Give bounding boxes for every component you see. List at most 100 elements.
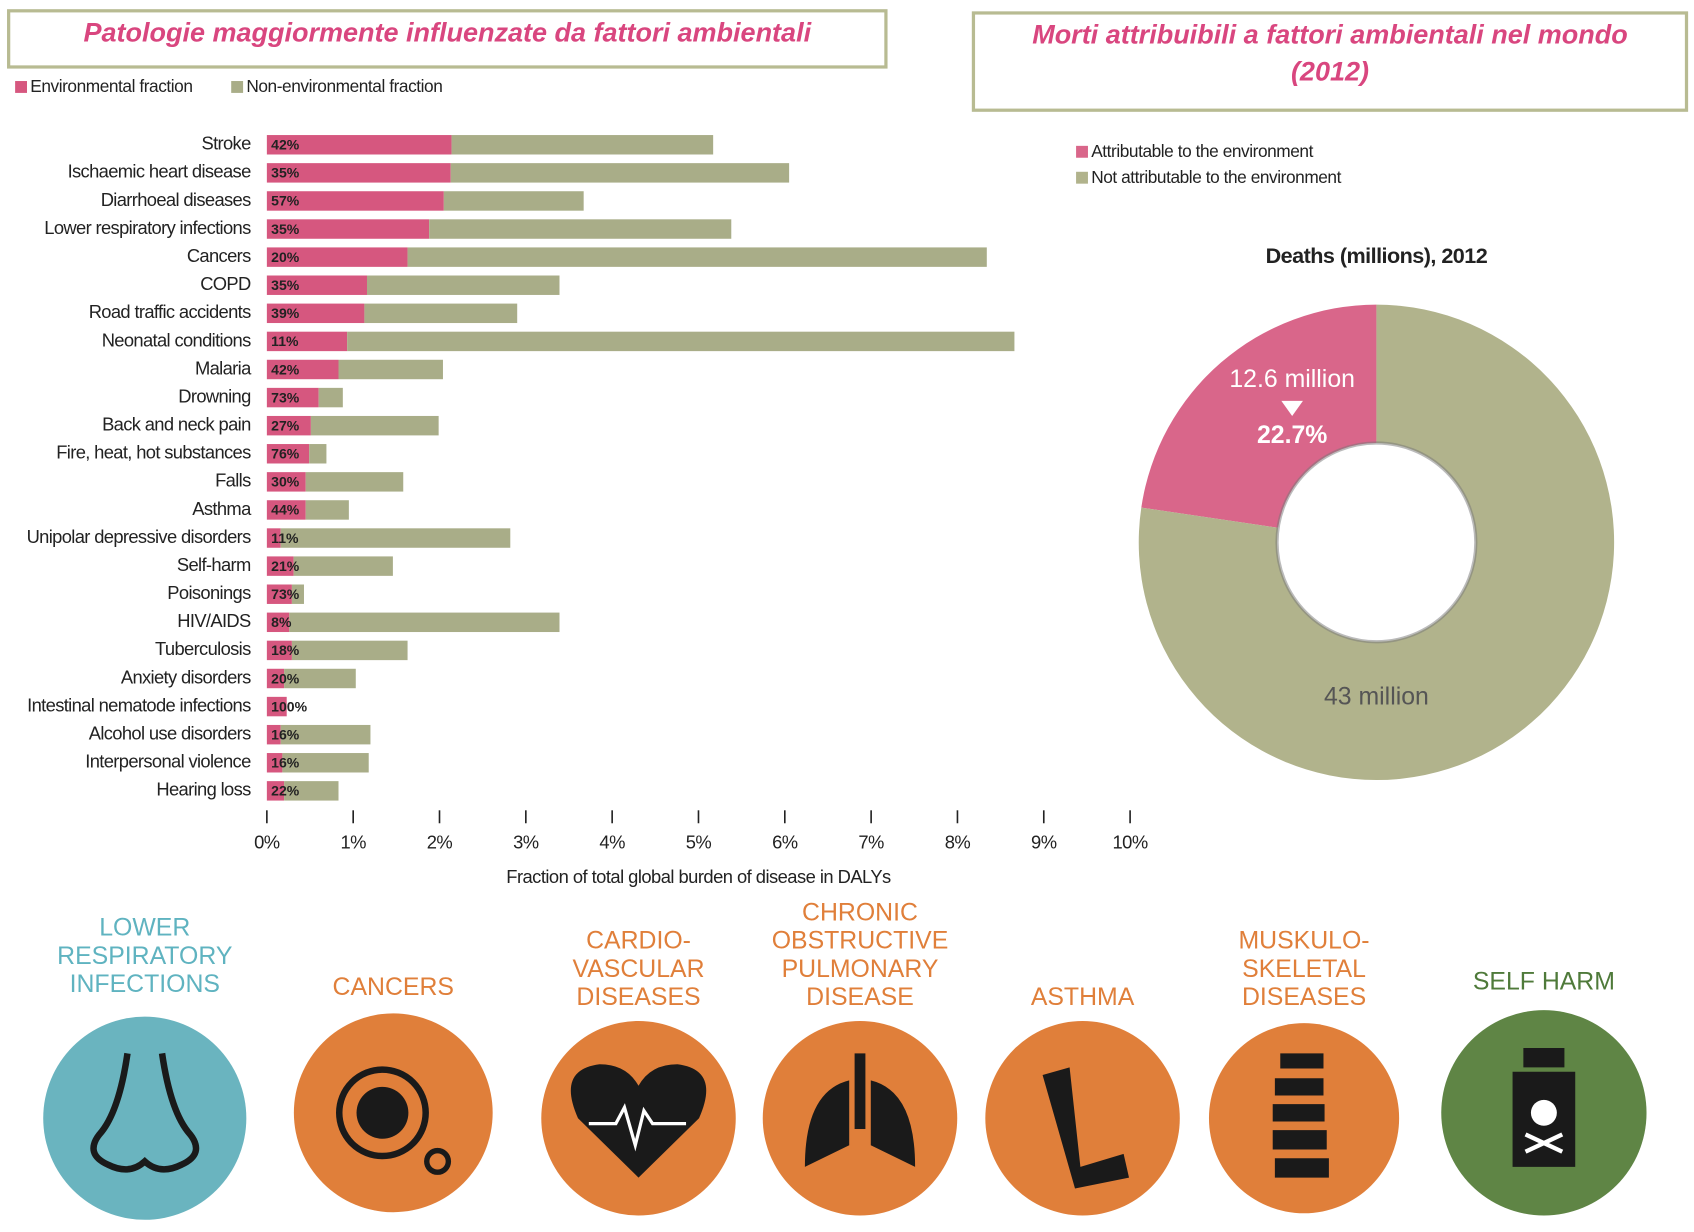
share-label: 11% (271, 530, 299, 546)
share-label: 27% (271, 417, 300, 433)
bar-segment (309, 444, 327, 464)
legend-swatch (1076, 145, 1088, 158)
share-label: 73% (271, 586, 300, 602)
x-tick-label: 4% (599, 832, 625, 853)
pointer (1281, 400, 1303, 416)
bar-segment (266, 556, 294, 576)
icon-label: SELF HARM (1473, 969, 1615, 996)
share-label: 18% (271, 642, 300, 658)
bar-segment (266, 724, 281, 745)
icon-label: DISEASE (806, 984, 914, 1011)
bar-segment (347, 331, 1015, 352)
nose-icon (90, 1052, 200, 1173)
x-axis-label: Fraction of total global burden of disea… (506, 866, 891, 887)
category-label: Lower respiratory infections (44, 217, 251, 238)
donut-slice (1138, 304, 1615, 781)
share-label: 42% (271, 137, 300, 153)
category-label: Fire, heat, hot substances (56, 442, 251, 463)
x-tick-label: 1% (340, 832, 366, 853)
bar-segment (443, 191, 584, 211)
icon-circle (985, 1020, 1180, 1216)
category-label: Alcohol use disorders (89, 723, 251, 744)
x-tick-label: 7% (858, 832, 884, 853)
icon-label: CARDIO- (586, 928, 691, 955)
share-label: 8% (271, 614, 292, 630)
annotation: 22.7% (1257, 422, 1327, 449)
inhaler-icon (1042, 1067, 1130, 1189)
share-label: 100% (271, 698, 307, 714)
bar-segment (266, 753, 283, 773)
bar-segment (282, 753, 369, 773)
icon-label: DISEASES (1242, 984, 1366, 1011)
icons (43, 1010, 1647, 1220)
bar-segment (266, 781, 285, 801)
bar-segment (305, 472, 404, 492)
category-label: Ischaemic heart disease (68, 161, 252, 182)
bar-segment (266, 472, 306, 492)
icon-label: CANCERS (333, 974, 454, 1001)
icon-label: SKELETAL (1242, 956, 1366, 983)
x-tick-label: 10% (1113, 832, 1148, 853)
icon-label: VASCULAR (573, 956, 705, 983)
donut-slice (1141, 304, 1377, 528)
icon-label: RESPIRATORY (57, 943, 233, 970)
bar-title: Patologie maggiormente influenzate da fa… (83, 18, 811, 48)
bar-segment (266, 528, 281, 548)
bar-segment (291, 584, 304, 604)
cell-icon (356, 1086, 409, 1139)
legend-swatch (231, 81, 244, 93)
cell-icon (336, 1066, 429, 1160)
bar-segment (266, 668, 285, 689)
share-label: 35% (271, 165, 300, 181)
bar-segment (429, 219, 732, 239)
content: Patologie maggiormente influenzate da fa… (7, 9, 1689, 1220)
lungs-icon (804, 1080, 916, 1167)
icon-label: CHRONIC (802, 900, 918, 927)
header-box (7, 9, 888, 69)
bar-segment (266, 387, 319, 408)
bar-segment (407, 247, 987, 267)
icon-label: ASTHMA (1031, 984, 1135, 1011)
share-label: 73% (271, 389, 300, 405)
lungs-icon (854, 1053, 866, 1130)
legend-swatch (15, 81, 28, 93)
category-label: Hearing loss (156, 779, 251, 800)
skull-icon (1530, 1099, 1557, 1126)
bar-segment (266, 640, 292, 661)
icon-label: PULMONARY (782, 956, 939, 983)
heart-icon (588, 1103, 687, 1152)
share-label: 11% (271, 333, 299, 349)
category-label: Self-harm (177, 554, 251, 575)
share-label: 22% (271, 783, 300, 799)
category-label: Neonatal conditions (102, 329, 251, 350)
bar-segment (338, 359, 443, 380)
bar-segment (266, 444, 310, 464)
category-label: Poisonings (167, 582, 251, 603)
bar-segment (291, 640, 408, 661)
category-label: Asthma (192, 498, 252, 519)
legend-swatch (1076, 171, 1088, 184)
share-label: 16% (271, 726, 300, 742)
bar-segment (280, 528, 511, 548)
bar-segment (266, 696, 287, 717)
x-tick-label: 6% (772, 832, 798, 853)
bar-segment (366, 275, 560, 295)
bar-segment (266, 584, 292, 604)
bar-segment (266, 163, 451, 183)
share-label: 39% (271, 305, 300, 321)
heart-icon (570, 1064, 707, 1178)
x-tick-label: 9% (1031, 832, 1057, 853)
share-label: 21% (271, 558, 300, 574)
donut-hole-shadow (1275, 441, 1478, 644)
x-tick-label: 8% (945, 832, 971, 853)
category-label: Diarrhoeal diseases (101, 189, 251, 210)
value-label: 12.6 million (1229, 366, 1355, 393)
bar-segment (284, 781, 339, 801)
category-label: Back and neck pain (102, 414, 251, 435)
bar-segment (305, 500, 349, 520)
category-label: Road traffic accidents (89, 301, 251, 322)
bar-segment (266, 359, 339, 380)
legend-label: Attributable to the environment (1091, 141, 1313, 161)
bar-segment (266, 415, 311, 436)
share-label: 35% (271, 221, 300, 237)
